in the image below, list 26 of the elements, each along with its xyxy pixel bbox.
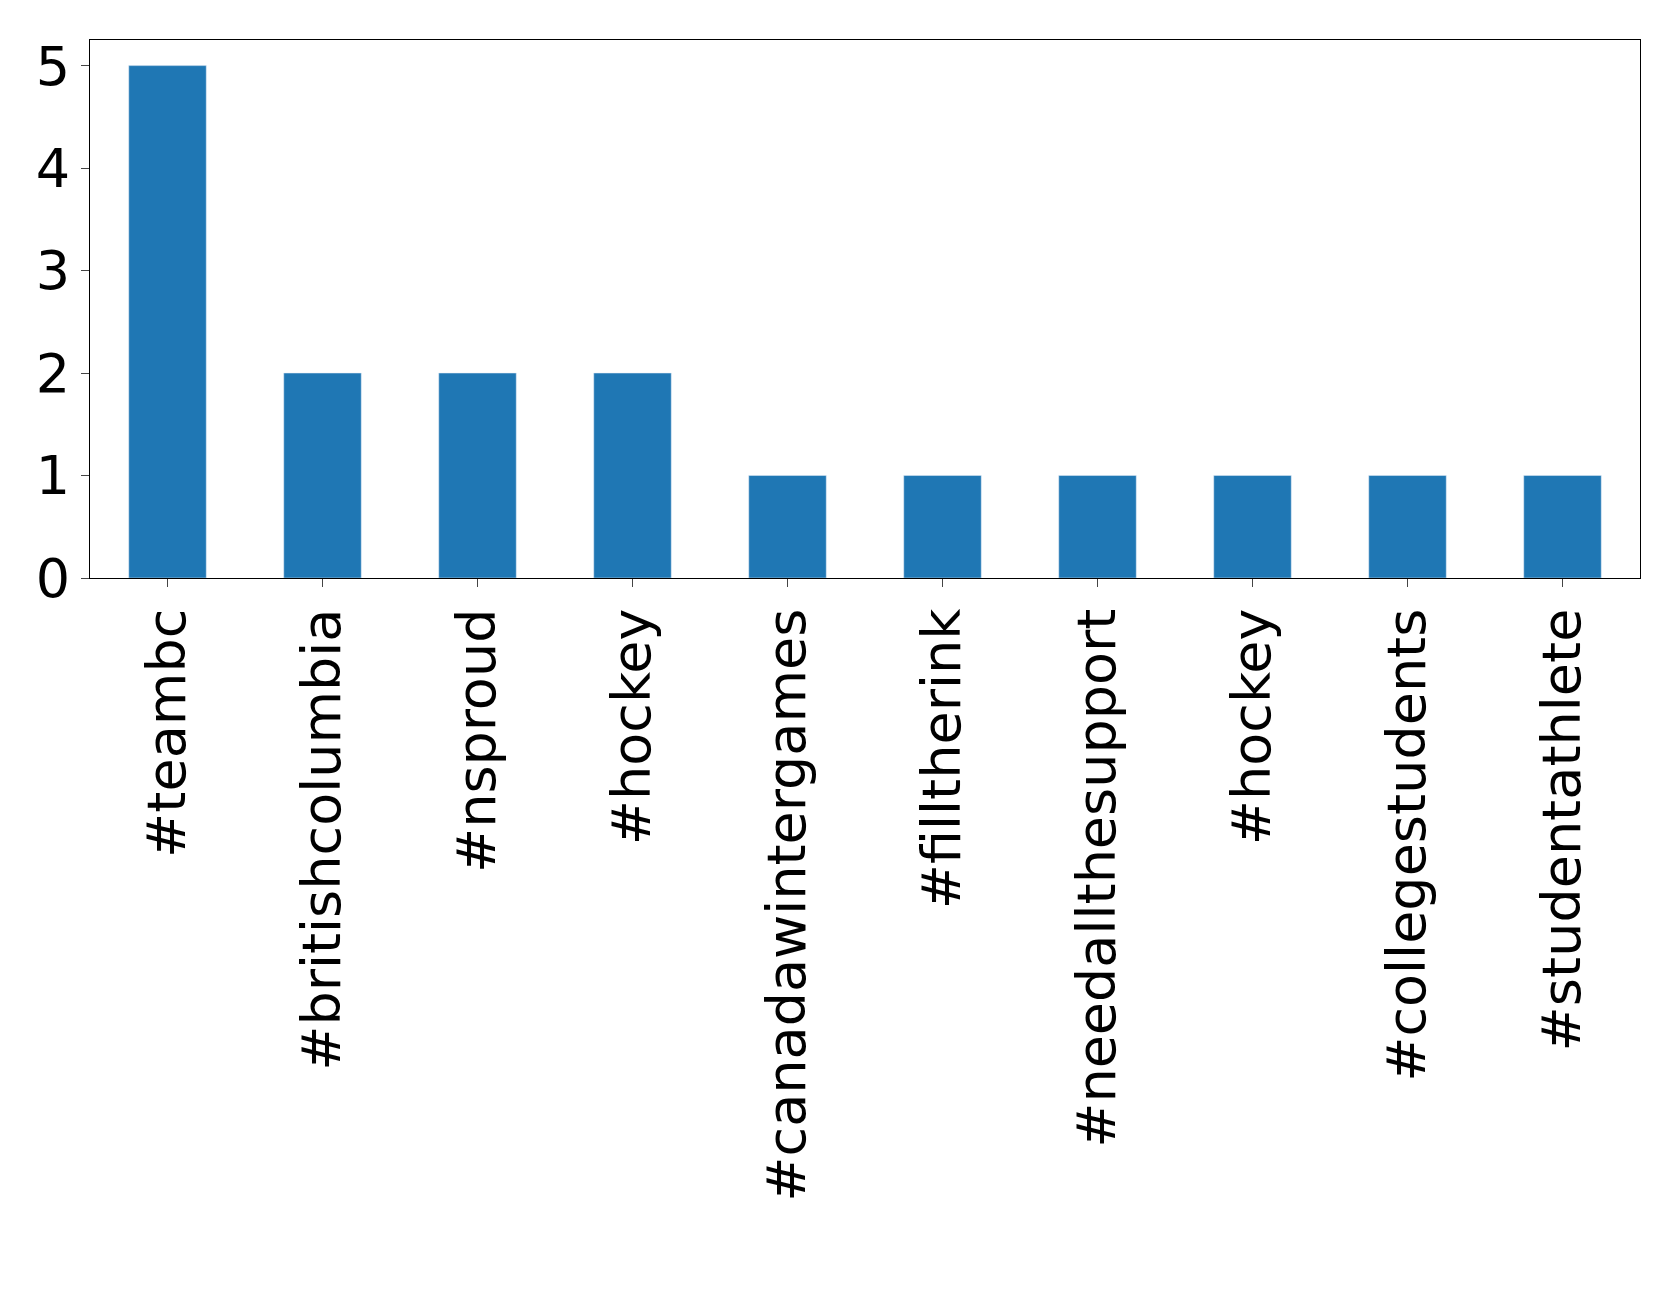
x-tick-label: #studentathlete <box>1530 608 1594 1052</box>
y-tick-label: 1 <box>35 444 71 508</box>
bar <box>1213 475 1292 578</box>
bar <box>283 372 362 578</box>
y-tick-label: 0 <box>35 546 71 610</box>
y-tick-label: 2 <box>35 341 71 405</box>
x-tick-label: #nsproud <box>445 608 509 874</box>
bar <box>748 475 827 578</box>
bar <box>438 372 517 578</box>
x-tick-label: #britishcolumbia <box>290 608 354 1071</box>
bar <box>1523 475 1602 578</box>
bar <box>1368 475 1447 578</box>
x-tick-label: #collegestudents <box>1375 608 1439 1082</box>
bar <box>903 475 982 578</box>
x-tick-label: #canadawintergames <box>755 608 819 1202</box>
x-tick-label: #needallthesupport <box>1065 608 1129 1148</box>
y-tick-label: 5 <box>35 34 71 98</box>
bar <box>1058 475 1137 578</box>
bar <box>593 372 672 578</box>
x-tick-label: #hockey <box>1220 608 1284 846</box>
x-tick-label: #teambc <box>135 608 199 858</box>
y-tick-label: 3 <box>35 239 71 303</box>
bar <box>128 65 207 578</box>
x-tick-label: #filltherink <box>910 607 974 910</box>
x-tick-label: #hockey <box>600 608 664 846</box>
y-tick-label: 4 <box>35 137 71 200</box>
